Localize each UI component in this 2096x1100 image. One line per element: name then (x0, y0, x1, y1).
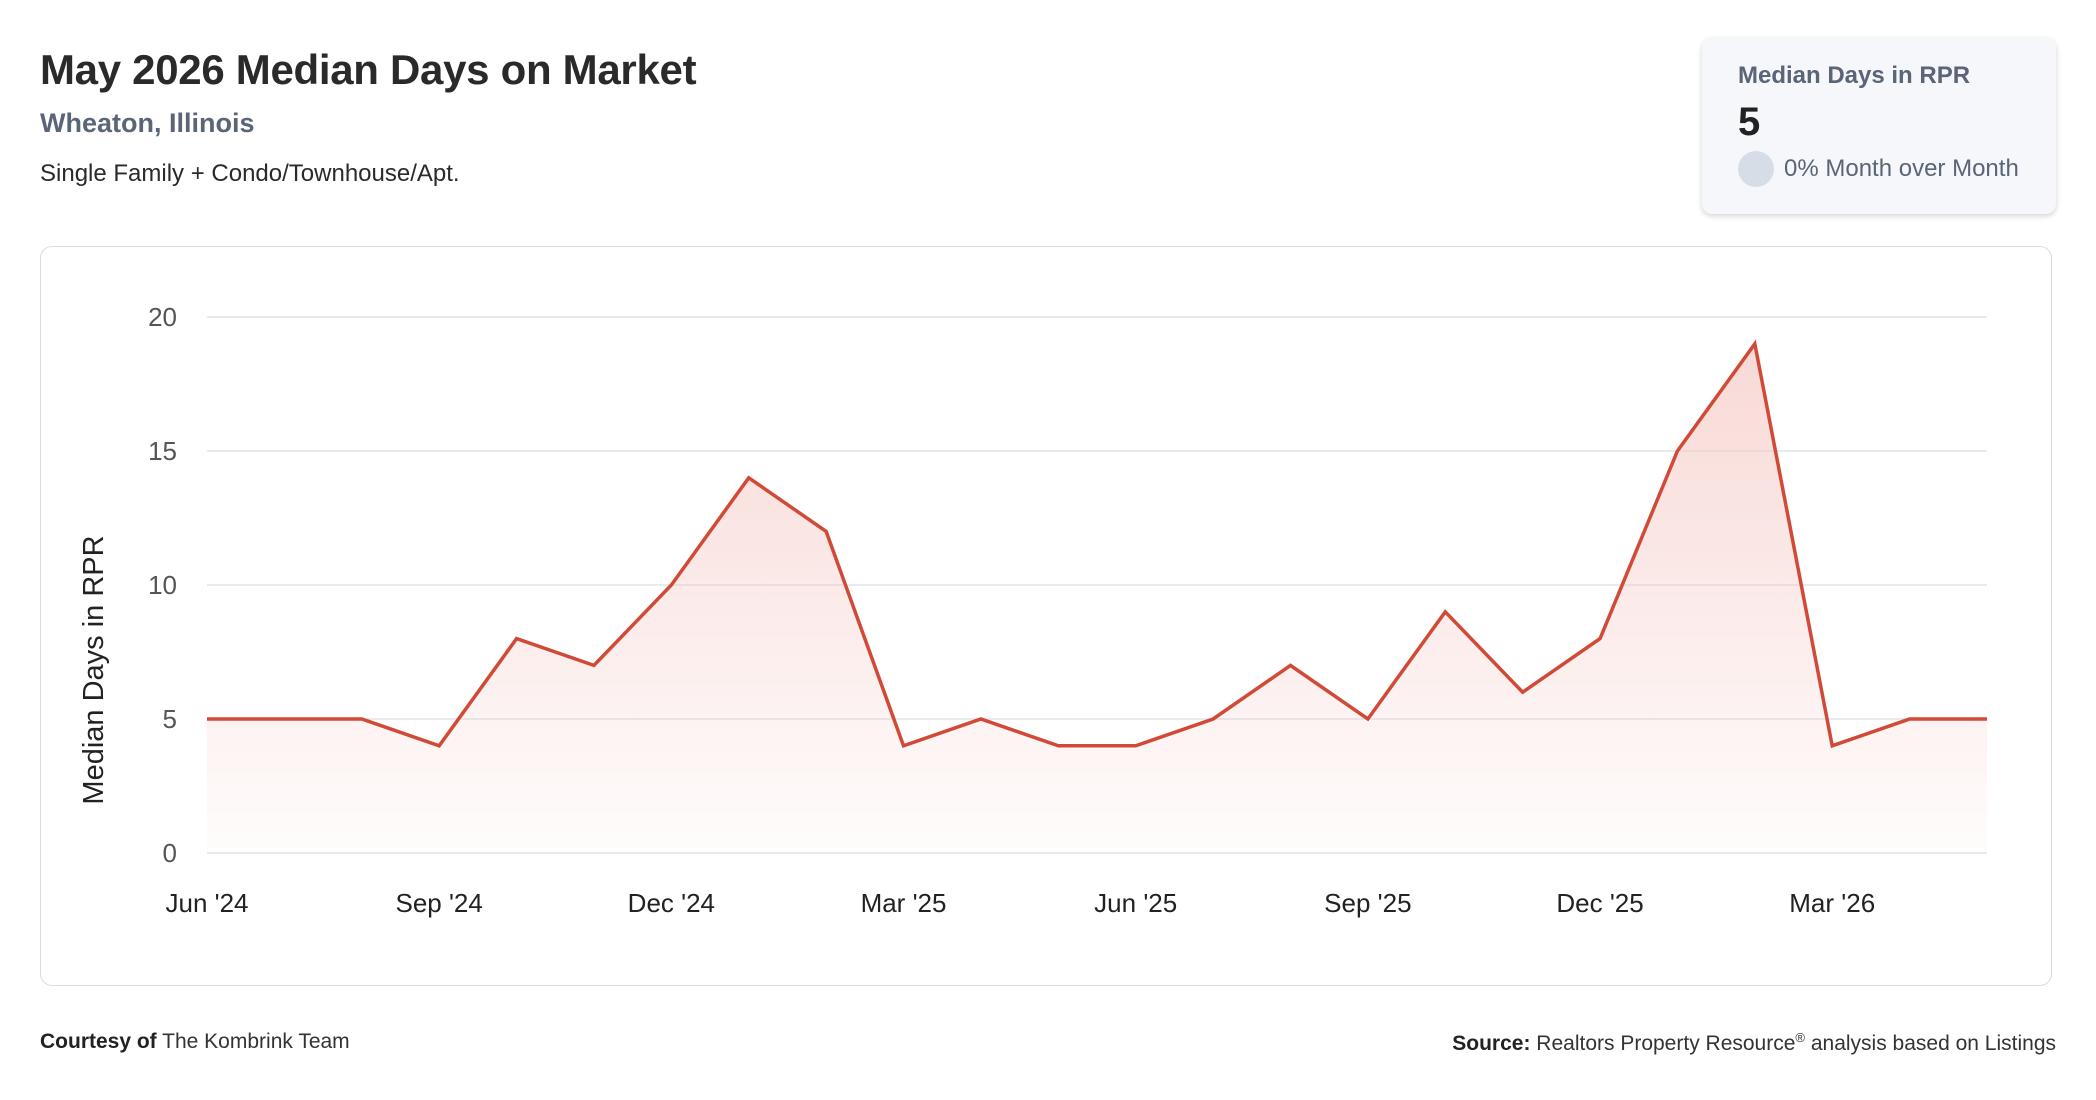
kpi-value: 5 (1738, 100, 1761, 144)
data-point[interactable] (743, 472, 755, 484)
x-tick-label: Dec '25 (1556, 888, 1643, 918)
source-label: Source: (1452, 1032, 1531, 1055)
data-point[interactable] (1981, 713, 1993, 725)
courtesy-label: Courtesy of (40, 1030, 157, 1053)
series-area (207, 343, 1987, 853)
x-tick-label: Sep '25 (1324, 888, 1411, 918)
data-point[interactable] (1207, 713, 1219, 725)
data-point[interactable] (201, 713, 213, 725)
x-tick-label: Jun '25 (1094, 888, 1177, 918)
y-tick-label: 10 (148, 570, 177, 600)
data-point[interactable] (975, 713, 987, 725)
data-point[interactable] (433, 740, 445, 752)
data-point[interactable] (1826, 740, 1838, 752)
data-point[interactable] (1130, 740, 1142, 752)
series-line (207, 339, 1987, 749)
kpi-change-text: 0% Month over Month (1784, 155, 2019, 182)
x-tick-label: Mar '25 (861, 888, 947, 918)
kpi-change: 0% Month over Month (1738, 151, 2020, 187)
data-point[interactable] (588, 659, 600, 671)
x-tick-label: Dec '24 (628, 888, 715, 918)
y-tick-label: 0 (163, 838, 177, 868)
source-note: Source: Realtors Property Resource® anal… (1452, 1030, 2056, 1056)
registered-mark: ® (1795, 1030, 1805, 1045)
data-point[interactable] (1362, 713, 1374, 725)
y-tick-label: 20 (148, 302, 177, 332)
data-point[interactable] (356, 713, 368, 725)
data-point[interactable] (820, 525, 832, 537)
data-point[interactable] (665, 579, 677, 591)
data-point[interactable] (898, 740, 910, 752)
data-point[interactable] (1594, 633, 1606, 645)
x-tick-label: Sep '24 (395, 888, 482, 918)
data-point[interactable] (278, 713, 290, 725)
page-title: May 2026 Median Days on Market (40, 46, 697, 93)
y-tick-label: 5 (163, 704, 177, 734)
x-tick-label: Mar '26 (1789, 888, 1875, 918)
courtesy-note: Courtesy of The Kombrink Team (40, 1030, 350, 1054)
data-point[interactable] (1671, 445, 1683, 457)
data-point[interactable] (1052, 740, 1064, 752)
y-tick-label: 15 (148, 436, 177, 466)
property-types-label: Single Family + Condo/Townhouse/Apt. (40, 160, 460, 187)
data-point[interactable] (1904, 713, 1916, 725)
x-tick-label: Jun '24 (165, 888, 248, 918)
data-point[interactable] (1439, 606, 1451, 618)
kpi-card: Median Days in RPR 5 0% Month over Month (1702, 38, 2056, 214)
data-point[interactable] (1517, 686, 1529, 698)
y-axis-label: Median Days in RPR (78, 535, 110, 804)
source-suffix: analysis based on Listings (1810, 1032, 2056, 1055)
chart-container: 0 5 10 15 20 Jun '24 Sep '24 Dec '24 Mar '25 Jun… (40, 246, 2052, 986)
location-label: Wheaton, Illinois (40, 108, 255, 138)
data-point[interactable] (511, 633, 523, 645)
courtesy-value: The Kombrink Team (162, 1030, 350, 1053)
data-point[interactable] (1749, 338, 1761, 350)
kpi-label: Median Days in RPR (1738, 62, 1971, 89)
days-on-market-chart: 0 5 10 15 20 Jun '24 Sep '24 Dec '24 Mar '25 Jun… (78, 302, 1993, 918)
neutral-change-icon (1738, 151, 1774, 187)
source-value: Realtors Property Resource (1536, 1032, 1796, 1055)
data-point[interactable] (1284, 659, 1296, 671)
